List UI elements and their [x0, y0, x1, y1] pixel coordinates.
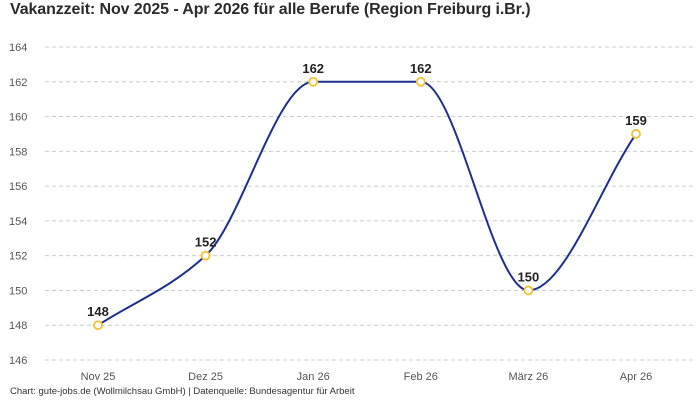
data-label: 159 — [625, 113, 647, 128]
data-point — [93, 320, 103, 331]
y-axis-ticks: 146 148 150 152 154 156 158 160 162 164 — [9, 42, 27, 367]
grid-lines — [45, 46, 693, 361]
y-tick-label: 162 — [9, 77, 27, 89]
data-point — [523, 285, 534, 296]
x-tick-label: Apr 26 — [620, 371, 652, 383]
x-axis-ticks: Nov 25 Dez 25 Jan 26 Feb 26 März 26 Apr 26 — [81, 371, 653, 383]
y-tick-label: 150 — [9, 285, 27, 297]
data-point — [308, 76, 319, 87]
series — [93, 76, 641, 331]
y-tick-label: 154 — [9, 216, 27, 228]
data-label: 150 — [518, 269, 540, 284]
y-tick-label: 160 — [9, 112, 27, 124]
chart-title: Vakanzzeit: Nov 2025 - Apr 2026 für alle… — [10, 1, 531, 18]
data-label: 162 — [302, 61, 324, 76]
data-point — [200, 250, 211, 261]
series-line — [97, 80, 637, 327]
x-tick-label: Jan 26 — [297, 371, 330, 383]
y-tick-label: 158 — [9, 146, 27, 158]
y-tick-label: 148 — [9, 320, 27, 332]
y-tick-label: 146 — [9, 355, 27, 367]
y-tick-label: 152 — [9, 251, 27, 263]
chart-footer: Chart: gute-jobs.de (Wollmilchsau GmbH) … — [10, 386, 355, 397]
y-tick-label: 156 — [9, 181, 27, 193]
data-labels: 148 152 162 162 150 159 — [87, 61, 647, 319]
x-tick-label: Nov 25 — [81, 371, 116, 383]
x-tick-label: März 26 — [509, 371, 549, 383]
x-tick-label: Dez 25 — [188, 371, 223, 383]
data-label: 162 — [410, 61, 432, 76]
data-point — [631, 129, 641, 139]
y-tick-label: 164 — [9, 42, 27, 54]
x-tick-label: Feb 26 — [404, 371, 438, 383]
data-point — [415, 76, 426, 87]
data-label: 148 — [87, 304, 109, 319]
data-label: 152 — [195, 235, 217, 250]
